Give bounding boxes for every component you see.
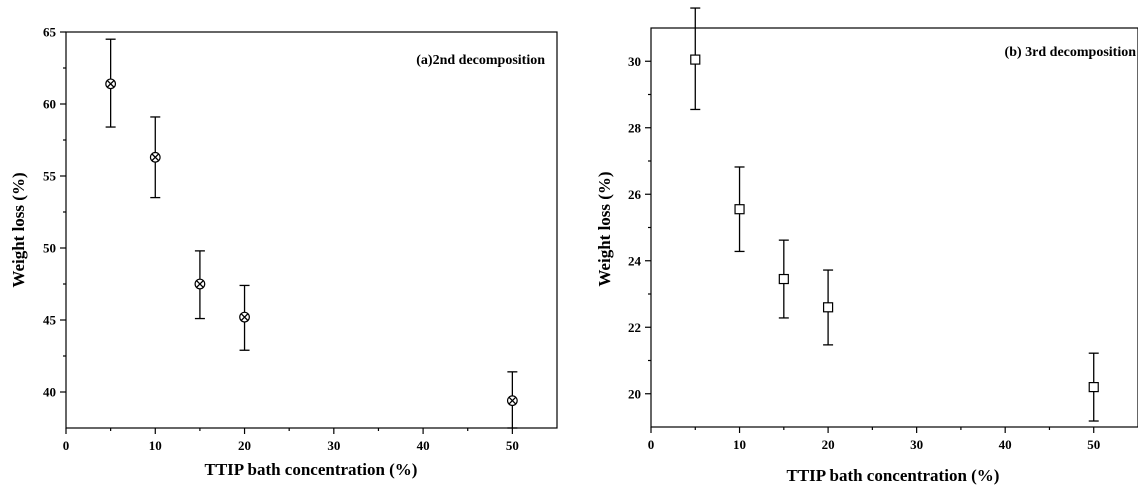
panel-label-a: (a)2nd decomposition xyxy=(416,53,545,68)
x-tick-label-a-10: 10 xyxy=(149,438,162,453)
data-point-a-4 xyxy=(506,371,518,429)
x-axis-title-b: TTIP bath concentration (%) xyxy=(787,466,1000,485)
marker-cross-2 xyxy=(196,280,204,288)
square-marker-4 xyxy=(1088,382,1099,393)
data-point-a-1 xyxy=(149,116,161,199)
square-marker-1 xyxy=(734,204,745,215)
y-tick-label-b-24: 24 xyxy=(628,253,642,268)
marker-cross-0 xyxy=(106,80,115,88)
data-point-a-2 xyxy=(194,250,206,320)
y-tick-label-b-28: 28 xyxy=(628,120,642,135)
data-point-b-2 xyxy=(778,239,789,319)
y-tick-label-b-26: 26 xyxy=(628,187,642,202)
square-marker-2 xyxy=(778,273,789,285)
data-point-b-4 xyxy=(1088,352,1099,422)
x-tick-label-a-30: 30 xyxy=(327,438,340,453)
data-point-a-3 xyxy=(239,284,250,351)
data-point-b-0 xyxy=(690,7,701,111)
y-tick-label-a-40: 40 xyxy=(43,385,56,400)
plot-frame-b xyxy=(650,27,1138,428)
x-tick-label-a-0: 0 xyxy=(63,438,70,453)
x-tick-label-b-0: 0 xyxy=(648,437,655,452)
y-tick-label-a-60: 60 xyxy=(43,97,56,112)
y-tick-label-b-20: 20 xyxy=(628,386,641,401)
y-tick-label-a-55: 55 xyxy=(43,169,57,184)
plot-frame-a xyxy=(65,31,558,429)
y-tick-label-a-50: 50 xyxy=(43,241,56,256)
x-tick-label-a-20: 20 xyxy=(238,438,251,453)
data-point-b-1 xyxy=(734,166,745,253)
y-tick-label-b-22: 22 xyxy=(628,320,641,335)
marker-cross-3 xyxy=(240,313,249,321)
square-marker-3 xyxy=(822,302,834,313)
x-axis-title-a: TTIP bath concentration (%) xyxy=(205,460,418,479)
y-tick-label-a-45: 45 xyxy=(43,313,57,328)
y-tick-label-b-30: 30 xyxy=(628,54,641,69)
data-point-b-3 xyxy=(822,269,834,346)
panel-a-chart: 0 10 20 30 40 50 40 45 50 55 60 65 TTIP bath concent… xyxy=(9,25,558,479)
x-tick-label-b-30: 30 xyxy=(910,437,923,452)
y-axis-title-a: Weight loss (%) xyxy=(9,172,28,287)
x-tick-label-b-40: 40 xyxy=(999,437,1012,452)
x-tick-label-a-40: 40 xyxy=(417,438,430,453)
marker-cross-4 xyxy=(508,396,517,405)
x-tick-label-b-10: 10 xyxy=(733,437,746,452)
x-tick-label-a-50: 50 xyxy=(506,438,519,453)
panel-b-chart: 0 10 20 30 40 50 20 22 24 26 28 30 TTIP bath concent… xyxy=(595,7,1138,485)
square-marker-0 xyxy=(690,54,701,65)
panel-label-b: (b) 3rd decomposition xyxy=(1005,45,1137,60)
y-axis-title-b: Weight loss (%) xyxy=(595,171,614,286)
x-tick-label-b-50: 50 xyxy=(1087,437,1100,452)
marker-cross-1 xyxy=(151,153,160,162)
data-point-a-0 xyxy=(105,38,117,128)
y-tick-label-a-65: 65 xyxy=(43,25,57,40)
x-tick-label-b-20: 20 xyxy=(822,437,835,452)
